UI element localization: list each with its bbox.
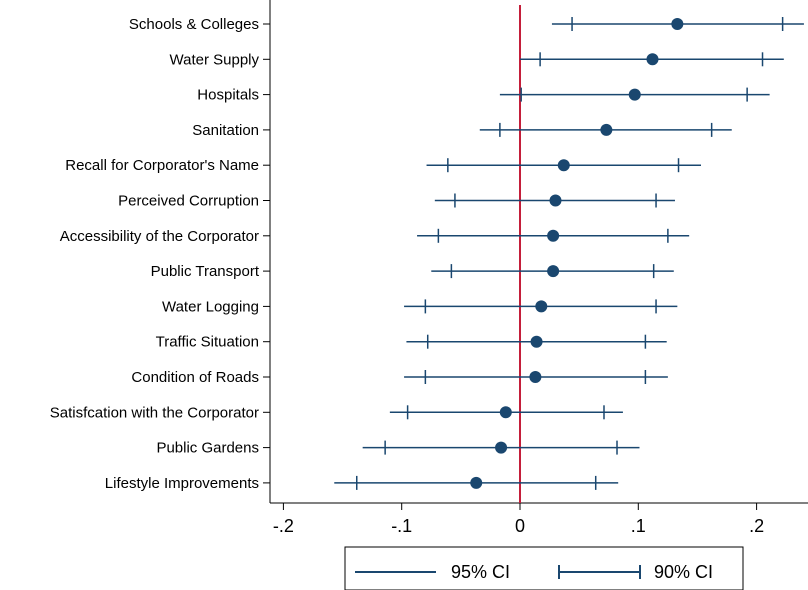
point-estimate xyxy=(549,194,562,207)
category-label: Accessibility of the Corporator xyxy=(60,228,259,245)
category-label: Public Gardens xyxy=(156,440,259,457)
legend: 95% CI 90% CI xyxy=(344,546,744,590)
point-estimates xyxy=(470,18,684,489)
legend-95ci-label: 95% CI xyxy=(451,562,510,582)
point-estimate xyxy=(495,441,508,454)
category-label: Hospitals xyxy=(197,87,259,104)
category-label: Perceived Corruption xyxy=(118,193,259,210)
category-label: Traffic Situation xyxy=(156,334,259,351)
x-tick-label: .1 xyxy=(631,516,646,536)
category-label: Public Transport xyxy=(151,263,260,280)
x-axis-ticks: -.2 -.1 0 .1 .2 xyxy=(273,503,764,536)
category-label: Satisfcation with the Corporator xyxy=(50,404,259,421)
point-estimate xyxy=(547,265,560,278)
legend-90ci-label: 90% CI xyxy=(654,562,713,582)
point-estimate xyxy=(646,53,659,66)
category-label: Lifestyle Improvements xyxy=(105,475,259,492)
x-tick-label: .2 xyxy=(749,516,764,536)
category-label: Schools & Colleges xyxy=(129,16,259,33)
point-estimate xyxy=(671,18,684,30)
x-tick-label: -.1 xyxy=(391,516,412,536)
legend-box xyxy=(344,546,744,590)
point-estimate xyxy=(499,406,512,419)
category-label: Water Supply xyxy=(170,51,260,68)
point-estimate xyxy=(600,123,613,136)
point-estimate xyxy=(470,476,483,489)
category-label: Recall for Corporator's Name xyxy=(65,157,259,174)
category-label: Condition of Roads xyxy=(131,369,259,386)
point-estimate xyxy=(529,371,542,383)
category-labels: Schools & Colleges Water Supply Hospitals S… xyxy=(50,16,270,492)
category-label: Sanitation xyxy=(192,122,259,139)
category-label: Water Logging xyxy=(162,298,259,315)
ci90-caps xyxy=(355,17,784,490)
point-estimate xyxy=(530,335,543,348)
x-tick-label: -.2 xyxy=(273,516,294,536)
point-estimate xyxy=(628,88,641,101)
point-estimate xyxy=(535,300,548,313)
point-estimate xyxy=(557,159,570,172)
axes xyxy=(269,0,808,504)
x-tick-label: 0 xyxy=(515,516,525,536)
point-estimate xyxy=(547,229,560,242)
ci95-bars xyxy=(334,23,804,484)
